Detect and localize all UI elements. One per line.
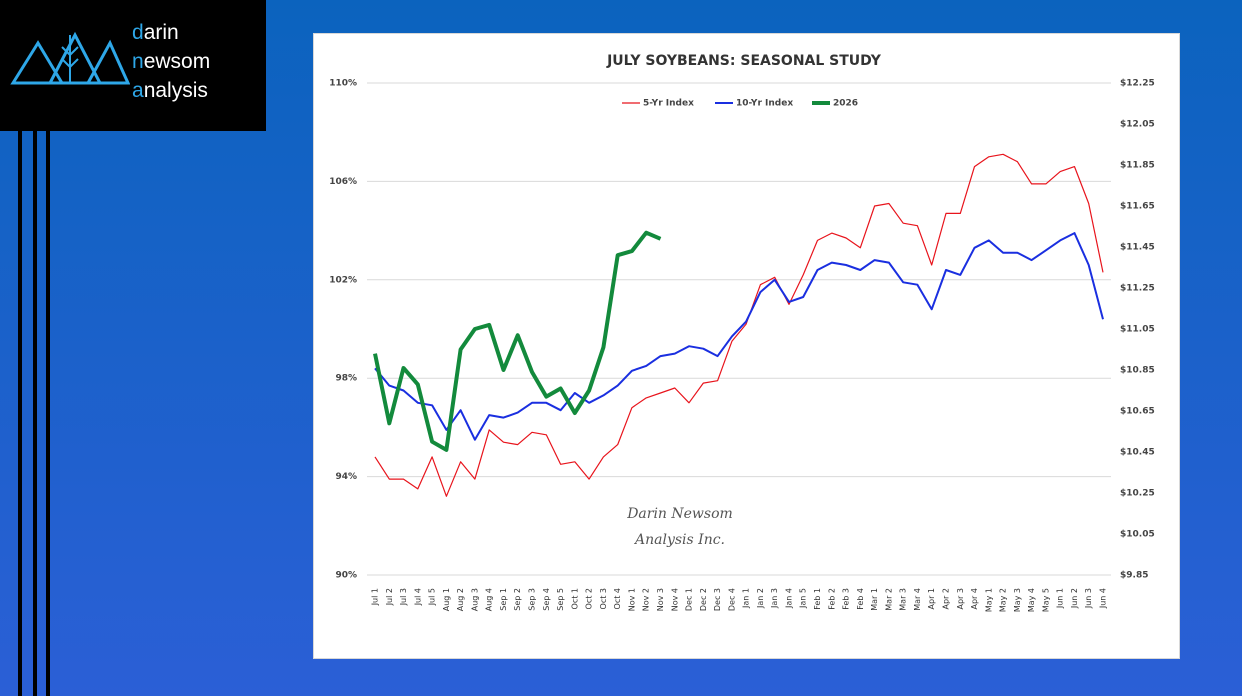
x-tick-label: Sep 5 xyxy=(556,588,565,611)
y-tick-label: 110% xyxy=(329,79,357,89)
stripe xyxy=(18,131,22,696)
chart-title: JULY SOYBEANS: SEASONAL STUDY xyxy=(606,53,882,69)
x-tick-label: Aug 2 xyxy=(456,588,465,611)
x-tick-label: Aug 3 xyxy=(470,588,479,611)
y2-tick-label: $12.05 xyxy=(1120,120,1155,130)
stripe xyxy=(46,131,50,696)
legend-label: 10-Yr Index xyxy=(736,99,793,109)
series-line xyxy=(374,232,1104,441)
x-tick-label: Apr 2 xyxy=(941,588,950,609)
x-tick-label: Jul 3 xyxy=(399,588,408,606)
watermark: Analysis Inc. xyxy=(633,532,725,548)
x-tick-label: Oct 2 xyxy=(585,588,594,609)
x-tick-label: Sep 2 xyxy=(513,588,522,611)
x-tick-label: May 2 xyxy=(999,588,1008,612)
y-tick-label: 98% xyxy=(335,374,357,384)
x-tick-label: Oct 4 xyxy=(613,588,622,609)
x-tick-label: Nov 4 xyxy=(670,588,679,611)
x-tick-label: Mar 1 xyxy=(870,588,879,611)
x-tick-label: Aug 1 xyxy=(442,588,451,611)
y2-tick-label: $10.25 xyxy=(1120,489,1155,499)
x-tick-label: Jul 4 xyxy=(413,588,422,606)
logo-word: newsom xyxy=(132,50,211,73)
x-tick-label: Nov 1 xyxy=(627,588,636,611)
y2-tick-label: $10.65 xyxy=(1120,407,1155,417)
x-tick-label: Feb 2 xyxy=(827,588,836,610)
x-tick-label: Jul 5 xyxy=(428,588,437,606)
y-tick-label: 102% xyxy=(329,275,357,285)
y2-tick-label: $11.65 xyxy=(1120,202,1155,212)
x-tick-label: Feb 3 xyxy=(842,588,851,610)
y2-tick-label: $11.85 xyxy=(1120,161,1155,171)
x-tick-label: Jun 1 xyxy=(1056,588,1065,609)
x-tick-label: Apr 4 xyxy=(970,588,979,609)
x-tick-label: Jan 5 xyxy=(799,588,808,609)
x-tick-label: Jul 1 xyxy=(371,588,380,606)
x-tick-label: Sep 3 xyxy=(528,588,537,611)
x-tick-label: Nov 3 xyxy=(656,588,665,611)
y2-tick-label: $12.25 xyxy=(1120,79,1155,89)
x-tick-label: May 1 xyxy=(984,588,993,612)
x-tick-label: Jan 2 xyxy=(756,588,765,609)
legend-label: 5-Yr Index xyxy=(643,99,694,109)
x-tick-label: Jul 2 xyxy=(385,588,394,606)
y-tick-label: 106% xyxy=(329,177,357,187)
x-tick-label: Jun 4 xyxy=(1099,588,1108,609)
x-tick-label: Nov 2 xyxy=(642,588,651,611)
x-tick-label: Apr 1 xyxy=(927,588,936,609)
x-tick-label: Feb 4 xyxy=(856,588,865,610)
stripe xyxy=(33,131,37,696)
y-tick-label: 90% xyxy=(335,571,357,581)
x-tick-label: Jun 3 xyxy=(1084,588,1093,609)
legend-label: 2026 xyxy=(833,99,858,109)
x-tick-label: Oct 1 xyxy=(570,588,579,609)
y2-tick-label: $9.85 xyxy=(1120,571,1148,581)
x-tick-label: Jan 3 xyxy=(770,588,779,609)
x-tick-label: May 3 xyxy=(1013,588,1022,612)
x-tick-label: Apr 3 xyxy=(956,588,965,609)
series-line xyxy=(374,153,1104,497)
y2-tick-label: $11.45 xyxy=(1120,243,1155,253)
x-tick-label: Aug 4 xyxy=(485,588,494,611)
x-tick-label: Dec 3 xyxy=(713,588,722,611)
x-tick-label: Oct 3 xyxy=(599,588,608,609)
chart-container xyxy=(313,33,1180,659)
x-tick-label: Dec 4 xyxy=(727,588,736,611)
y2-tick-label: $10.45 xyxy=(1120,448,1155,458)
y2-tick-label: $11.05 xyxy=(1120,325,1155,335)
watermark: Darin Newsom xyxy=(626,506,733,522)
y2-tick-label: $10.05 xyxy=(1120,530,1155,540)
y2-tick-label: $11.25 xyxy=(1120,284,1155,294)
x-tick-label: May 5 xyxy=(1041,588,1050,612)
x-tick-label: Mar 3 xyxy=(899,588,908,611)
y2-tick-label: $10.85 xyxy=(1120,366,1155,376)
x-tick-label: May 4 xyxy=(1027,588,1036,612)
logo-word: darin xyxy=(132,21,179,44)
logo: darin newsom analysis xyxy=(0,0,266,131)
x-tick-label: Feb 1 xyxy=(813,588,822,610)
logo-word: analysis xyxy=(132,79,208,102)
x-tick-label: Jan 4 xyxy=(784,588,793,609)
x-tick-label: Jun 2 xyxy=(1070,588,1079,609)
x-tick-label: Jan 1 xyxy=(742,588,751,609)
y-tick-label: 94% xyxy=(335,472,357,482)
x-tick-label: Sep 1 xyxy=(499,588,508,611)
x-tick-label: Mar 4 xyxy=(913,588,922,611)
x-tick-label: Dec 2 xyxy=(699,588,708,611)
logo-icon xyxy=(10,31,130,85)
x-tick-label: Dec 1 xyxy=(685,588,694,611)
x-tick-label: Mar 2 xyxy=(884,588,893,611)
x-tick-label: Sep 4 xyxy=(542,588,551,611)
series-line xyxy=(373,230,662,452)
